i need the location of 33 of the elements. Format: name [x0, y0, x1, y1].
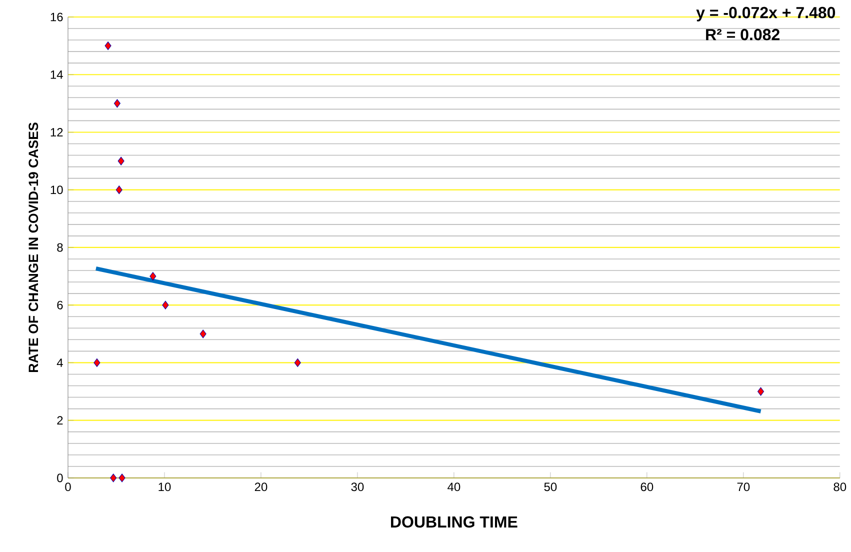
x-tick-label: 20	[254, 482, 268, 492]
y-tick-label: 10	[50, 186, 63, 194]
point	[757, 387, 764, 396]
point	[114, 99, 120, 108]
x-axis-title: DOUBLING TIME	[391, 516, 518, 528]
y-tick-label: 6	[57, 300, 63, 310]
point	[200, 330, 206, 338]
x-tick-label: 50	[544, 482, 557, 492]
point	[118, 156, 124, 166]
point	[104, 42, 112, 50]
y-tick-label: 16	[50, 12, 63, 22]
y-tick-label: 12	[50, 128, 63, 136]
y-tick-label: 0	[57, 474, 63, 482]
point	[94, 358, 100, 367]
x-tick-label: 0	[65, 482, 71, 492]
x-tick-label: 60	[640, 482, 654, 492]
point	[150, 272, 156, 281]
point	[116, 186, 122, 194]
y-tick-label: 2	[57, 416, 63, 425]
x-tick-label: 70	[737, 482, 750, 492]
x-tick-label: 30	[351, 482, 364, 492]
point	[118, 474, 126, 482]
point	[162, 300, 169, 310]
x-tick-label: 80	[834, 482, 846, 492]
x-tick-label: 40	[448, 482, 460, 492]
y-tick-label: 8	[57, 243, 63, 252]
y-tick-label: 14	[50, 70, 63, 79]
point	[294, 358, 301, 367]
x-tick-label: 10	[158, 482, 171, 492]
annotation: R² = 0.082	[706, 28, 780, 40]
point	[110, 474, 117, 482]
y-axis-title: RATE OF CHANGE IN COVID-19 CASES	[28, 122, 38, 372]
y-tick-label: 4	[56, 358, 63, 367]
